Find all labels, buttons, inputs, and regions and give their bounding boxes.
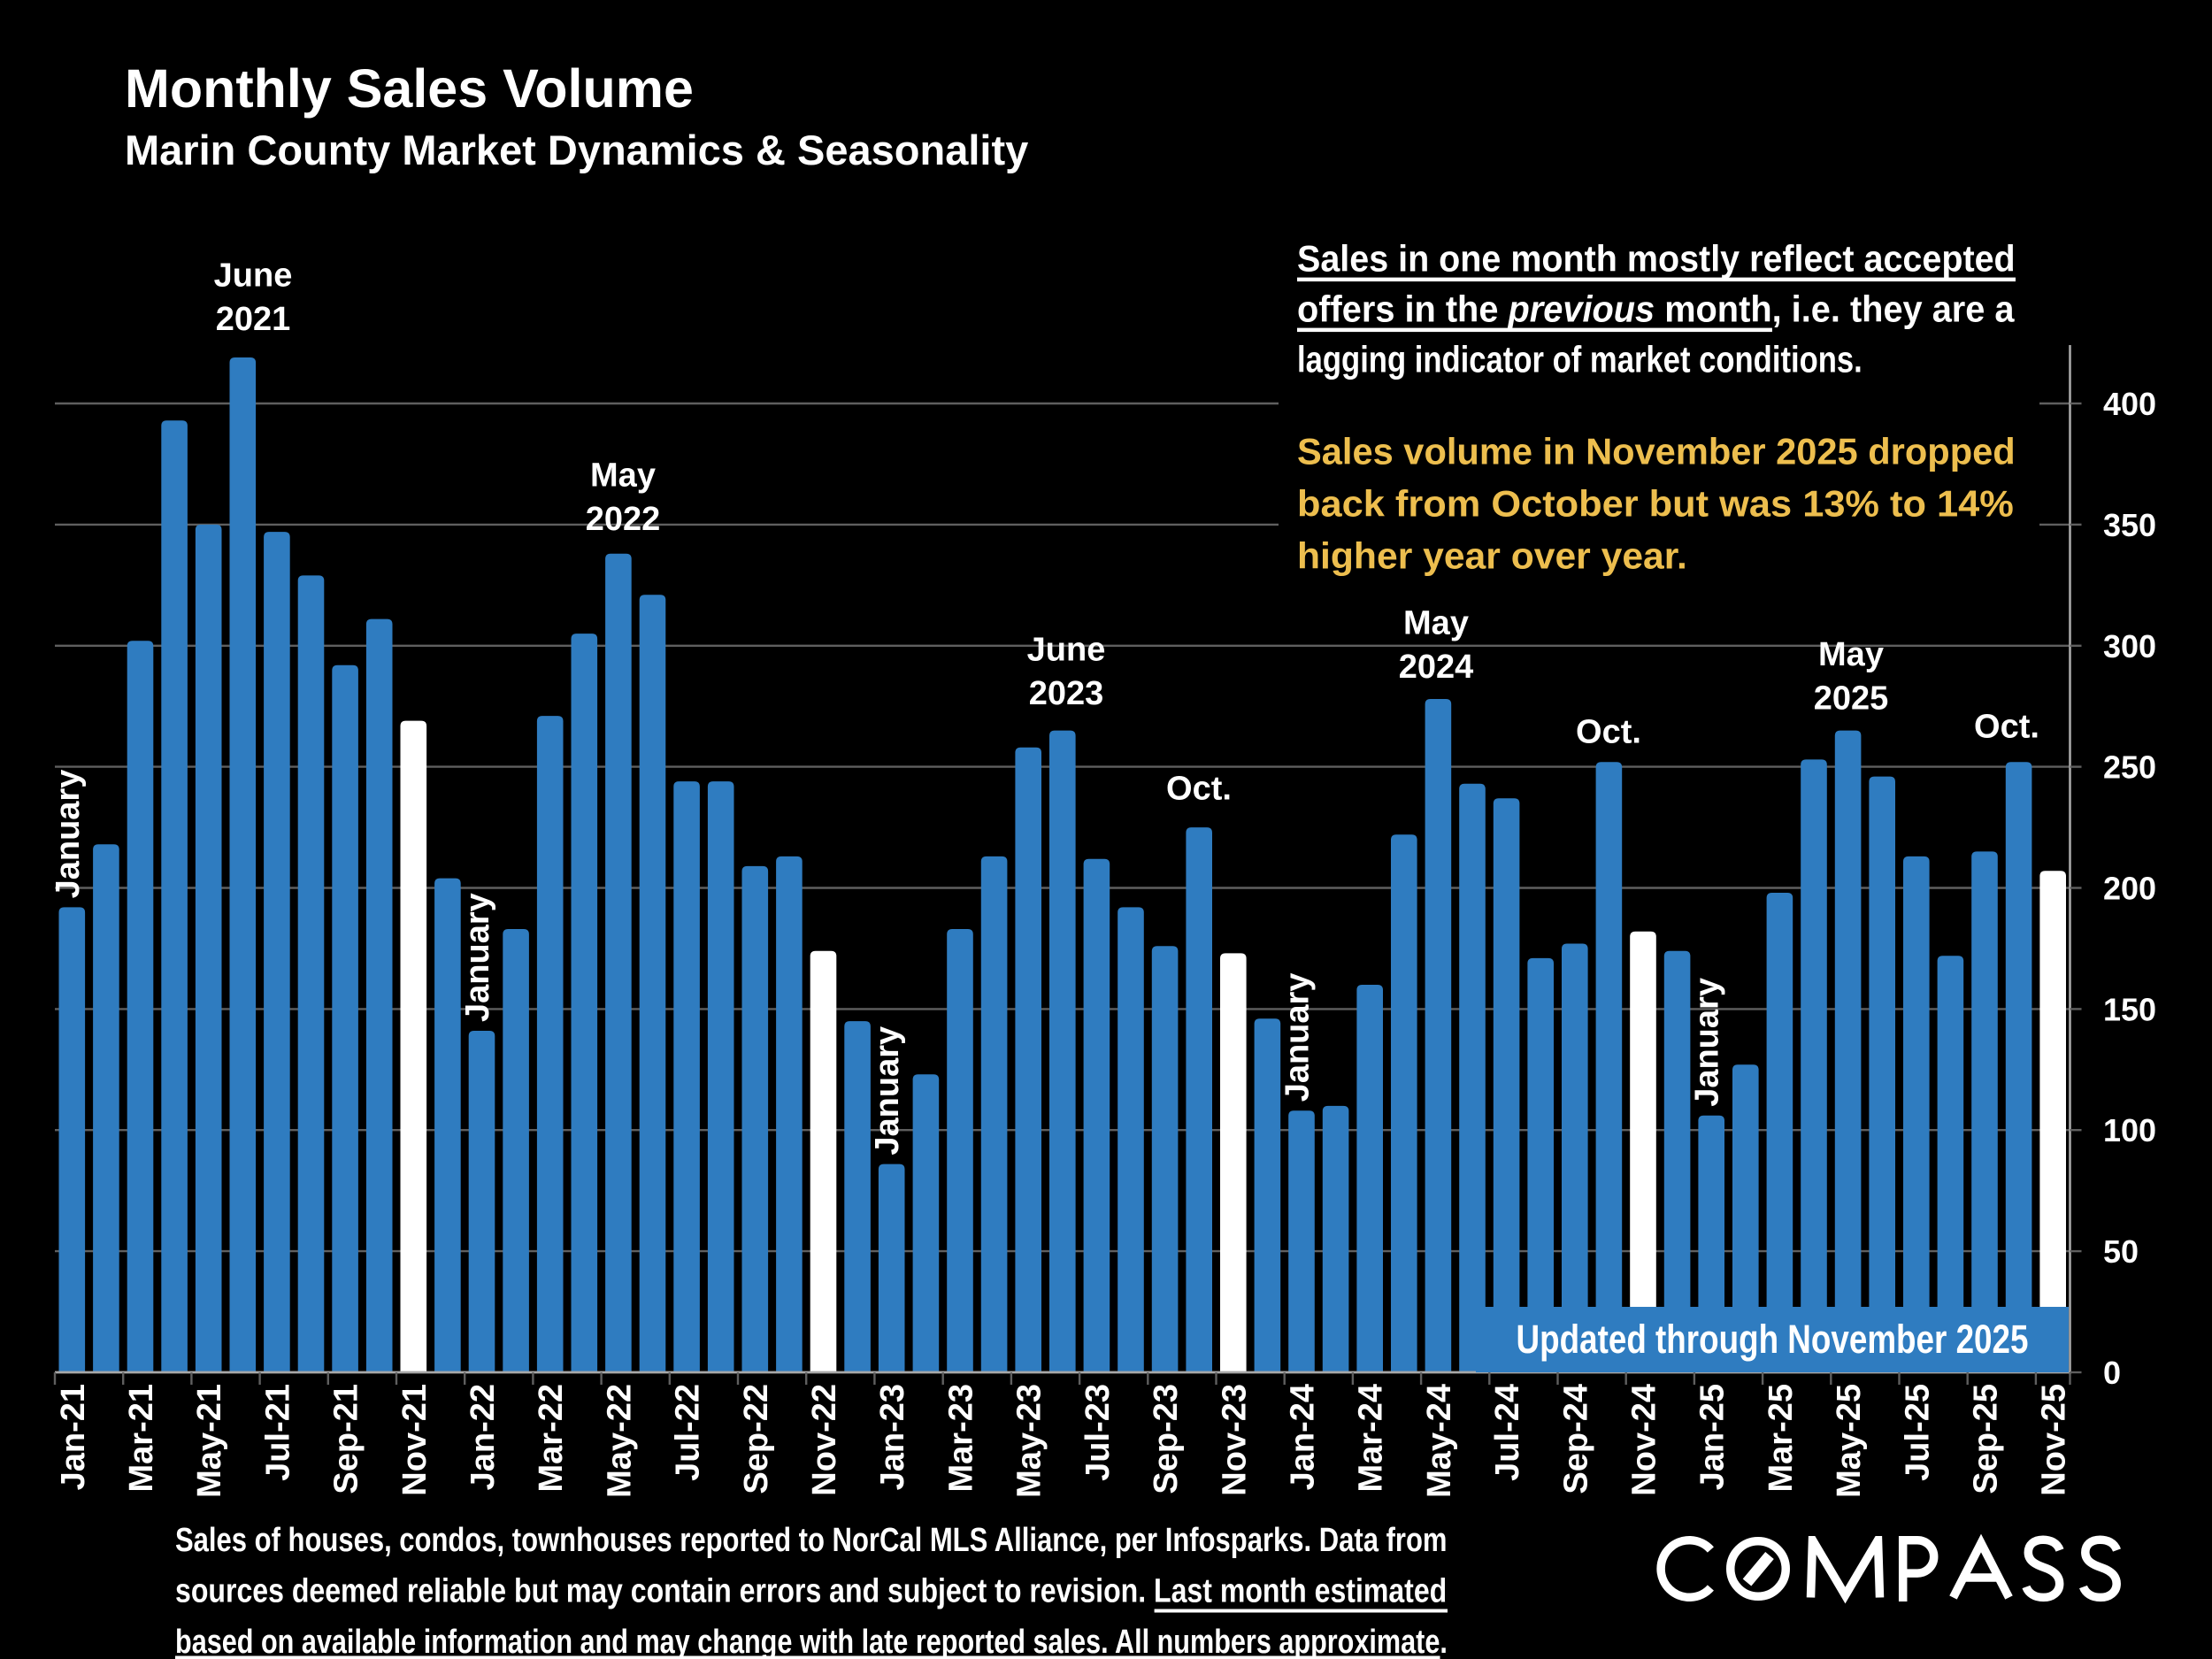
svg-text:Oct.: Oct. bbox=[1576, 714, 1641, 751]
svg-text:Mar-23: Mar-23 bbox=[943, 1384, 980, 1493]
svg-text:150: 150 bbox=[2103, 991, 2156, 1027]
svg-text:May: May bbox=[590, 457, 656, 495]
svg-text:May-25: May-25 bbox=[1831, 1384, 1868, 1498]
svg-text:100: 100 bbox=[2103, 1112, 2156, 1148]
svg-text:Nov-21: Nov-21 bbox=[396, 1384, 434, 1496]
svg-text:200: 200 bbox=[2103, 871, 2156, 907]
svg-text:Nov-22: Nov-22 bbox=[806, 1384, 843, 1496]
svg-text:0: 0 bbox=[2103, 1355, 2121, 1391]
svg-text:higher year over year.: higher year over year. bbox=[1297, 535, 1687, 577]
svg-text:2024: 2024 bbox=[1399, 649, 1474, 686]
svg-text:offers in the previous month,: offers in the previous month, i.e. they … bbox=[1297, 288, 2015, 330]
svg-text:lagging indicator of market co: lagging indicator of market conditions. bbox=[1297, 340, 1863, 381]
svg-text:Jul-25: Jul-25 bbox=[1899, 1384, 1936, 1481]
svg-text:Sales volume in November 2025: Sales volume in November 2025 dropped bbox=[1297, 430, 2016, 472]
svg-text:January: January bbox=[1689, 978, 1726, 1107]
svg-text:2021: 2021 bbox=[216, 301, 291, 338]
svg-text:Jul-22: Jul-22 bbox=[670, 1384, 707, 1481]
svg-text:Jan-23: Jan-23 bbox=[874, 1384, 911, 1490]
svg-text:Monthly Sales Volume: Monthly Sales Volume bbox=[125, 58, 694, 119]
svg-text:Jan-24: Jan-24 bbox=[1285, 1384, 1322, 1490]
svg-text:Sep-23: Sep-23 bbox=[1148, 1384, 1185, 1494]
svg-text:Sep-25: Sep-25 bbox=[1968, 1384, 2005, 1494]
svg-text:2022: 2022 bbox=[586, 501, 661, 538]
svg-text:Oct.: Oct. bbox=[1974, 709, 2039, 746]
svg-text:Sep-22: Sep-22 bbox=[738, 1384, 775, 1494]
svg-text:Sales in one month mostly refl: Sales in one month mostly reflect accept… bbox=[1297, 237, 2016, 279]
svg-text:May-21: May-21 bbox=[191, 1384, 228, 1498]
svg-text:Nov-25: Nov-25 bbox=[2036, 1384, 2073, 1496]
svg-text:back from October but was 13%: back from October but was 13% to 14% bbox=[1297, 483, 2014, 525]
svg-text:350: 350 bbox=[2103, 507, 2156, 543]
svg-text:Jan-21: Jan-21 bbox=[55, 1384, 92, 1490]
svg-text:May-22: May-22 bbox=[601, 1384, 638, 1498]
svg-text:Oct.: Oct. bbox=[1166, 771, 1232, 808]
svg-text:Nov-23: Nov-23 bbox=[1216, 1384, 1253, 1496]
svg-text:Jul-21: Jul-21 bbox=[259, 1384, 296, 1481]
svg-text:based on available information: based on available information and may c… bbox=[175, 1624, 1448, 1659]
svg-text:2023: 2023 bbox=[1029, 675, 1104, 712]
svg-text:May: May bbox=[1818, 636, 1884, 673]
svg-text:January: January bbox=[459, 893, 496, 1022]
svg-text:June: June bbox=[214, 257, 293, 295]
svg-text:May-23: May-23 bbox=[1011, 1384, 1048, 1498]
svg-text:January: January bbox=[50, 770, 87, 899]
svg-text:300: 300 bbox=[2103, 628, 2156, 664]
svg-text:Jul-23: Jul-23 bbox=[1079, 1384, 1117, 1481]
svg-text:Updated through November 2025: Updated through November 2025 bbox=[1517, 1317, 2029, 1362]
svg-text:250: 250 bbox=[2103, 749, 2156, 786]
svg-text:Mar-25: Mar-25 bbox=[1763, 1384, 1800, 1493]
svg-text:Sep-24: Sep-24 bbox=[1557, 1384, 1594, 1494]
svg-text:400: 400 bbox=[2103, 386, 2156, 422]
svg-text:Marin County Market Dynamics &: Marin County Market Dynamics & Seasonali… bbox=[125, 127, 1028, 173]
svg-text:Mar-22: Mar-22 bbox=[533, 1384, 570, 1493]
svg-text:Sales of houses, condos, townh: Sales of houses, condos, townhouses repo… bbox=[175, 1522, 1448, 1559]
svg-text:May: May bbox=[1403, 605, 1469, 642]
svg-text:2025: 2025 bbox=[1814, 680, 1889, 718]
svg-text:Mar-21: Mar-21 bbox=[123, 1384, 160, 1493]
svg-text:Mar-24: Mar-24 bbox=[1353, 1384, 1390, 1493]
svg-text:50: 50 bbox=[2103, 1233, 2139, 1270]
svg-text:Jul-24: Jul-24 bbox=[1489, 1384, 1526, 1481]
svg-text:January: January bbox=[869, 1026, 906, 1156]
svg-text:Nov-24: Nov-24 bbox=[1626, 1384, 1663, 1496]
svg-text:Jan-25: Jan-25 bbox=[1694, 1384, 1732, 1490]
svg-text:sources deemed reliable but ma: sources deemed reliable but may contain … bbox=[175, 1572, 1447, 1609]
svg-text:Sep-21: Sep-21 bbox=[328, 1384, 365, 1494]
svg-text:June: June bbox=[1027, 632, 1106, 669]
svg-text:January: January bbox=[1279, 973, 1317, 1102]
svg-text:May-24: May-24 bbox=[1421, 1384, 1458, 1498]
svg-text:Jan-22: Jan-22 bbox=[465, 1384, 502, 1490]
